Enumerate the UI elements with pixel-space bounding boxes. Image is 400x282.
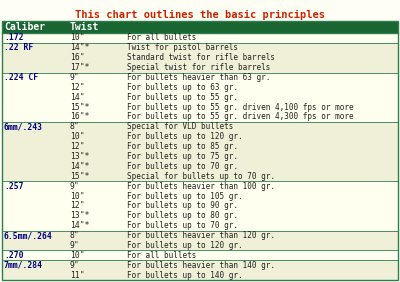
Text: 13"*: 13"* (70, 152, 90, 161)
Text: 6.5mm/.264: 6.5mm/.264 (4, 231, 53, 240)
Text: 14"*: 14"* (70, 221, 90, 230)
Text: 16"*: 16"* (70, 113, 90, 122)
Text: .22 RF: .22 RF (4, 43, 33, 52)
Text: For bullets heavier than 63 gr.: For bullets heavier than 63 gr. (127, 73, 270, 82)
Text: .224 CF: .224 CF (4, 73, 38, 82)
Text: Special twist for rifle barrels: Special twist for rifle barrels (127, 63, 270, 72)
Bar (2, 151, 398, 161)
Text: For bullets up to 85 gr.: For bullets up to 85 gr. (127, 142, 238, 151)
Bar (2, 53, 398, 63)
Text: For bullets up to 75 gr.: For bullets up to 75 gr. (127, 152, 238, 161)
Bar (2, 250, 398, 260)
Bar (2, 122, 398, 132)
Text: 9": 9" (70, 241, 80, 250)
Text: For bullets up to 70 gr.: For bullets up to 70 gr. (127, 162, 238, 171)
Text: 9": 9" (70, 261, 80, 270)
Text: 10": 10" (70, 132, 85, 141)
Bar (2, 241, 398, 250)
Text: For bullets up to 55 gr. driven 4,100 fps or more: For bullets up to 55 gr. driven 4,100 fp… (127, 103, 354, 112)
Text: For bullets up to 105 gr.: For bullets up to 105 gr. (127, 191, 243, 201)
Text: Special for bullets up to 70 gr.: Special for bullets up to 70 gr. (127, 172, 275, 181)
Text: 10": 10" (70, 34, 85, 42)
Text: For all bullets: For all bullets (127, 251, 196, 260)
Text: .172: .172 (4, 34, 24, 42)
Text: 16": 16" (70, 53, 85, 62)
Bar (2, 231, 398, 241)
Bar (2, 142, 398, 151)
Text: Special for VLD bullets: Special for VLD bullets (127, 122, 233, 131)
Bar (2, 43, 398, 53)
Text: 15"*: 15"* (70, 172, 90, 181)
Bar (2, 201, 398, 211)
Bar (2, 82, 398, 92)
Text: 10": 10" (70, 251, 85, 260)
Text: .270: .270 (4, 251, 24, 260)
Text: 15"*: 15"* (70, 103, 90, 112)
Text: Standard twist for rifle barrels: Standard twist for rifle barrels (127, 53, 275, 62)
Text: 12": 12" (70, 83, 85, 92)
Text: For bullets heavier than 140 gr.: For bullets heavier than 140 gr. (127, 261, 275, 270)
Text: This chart outlines the basic principles: This chart outlines the basic principles (75, 10, 325, 20)
Bar (2, 181, 398, 191)
Text: .257: .257 (4, 182, 24, 191)
Text: For all bullets: For all bullets (127, 34, 196, 42)
Text: 7mm/.284: 7mm/.284 (4, 261, 43, 270)
Text: For bullets up to 140 gr.: For bullets up to 140 gr. (127, 270, 243, 279)
Text: 9": 9" (70, 73, 80, 82)
Text: 14": 14" (70, 93, 85, 102)
Text: For bullets up to 90 gr.: For bullets up to 90 gr. (127, 201, 238, 210)
Text: 14"*: 14"* (70, 162, 90, 171)
Bar (2, 63, 398, 72)
Bar (2, 72, 398, 82)
Text: 11": 11" (70, 270, 85, 279)
Text: Twist for pistol barrels: Twist for pistol barrels (127, 43, 238, 52)
Text: For bullets up to 120 gr.: For bullets up to 120 gr. (127, 132, 243, 141)
Text: For bullets up to 80 gr.: For bullets up to 80 gr. (127, 211, 238, 220)
Text: For bullets up to 55 gr. driven 4,300 fps or more: For bullets up to 55 gr. driven 4,300 fp… (127, 113, 354, 122)
Bar (2, 102, 398, 112)
Bar (2, 191, 398, 201)
Bar (2, 21, 398, 33)
Text: For bullets up to 55 gr.: For bullets up to 55 gr. (127, 93, 238, 102)
Text: 12": 12" (70, 201, 85, 210)
Text: For bullets up to 63 gr.: For bullets up to 63 gr. (127, 83, 238, 92)
Bar (2, 171, 398, 181)
Text: 6mm/.243: 6mm/.243 (4, 122, 43, 131)
Text: 9": 9" (70, 182, 80, 191)
Text: Twist: Twist (70, 22, 99, 32)
Bar (2, 92, 398, 102)
Bar (2, 132, 398, 142)
Bar (2, 112, 398, 122)
Bar (2, 221, 398, 231)
Text: For bullets up to 120 gr.: For bullets up to 120 gr. (127, 241, 243, 250)
Bar (2, 33, 398, 43)
Text: For bullets heavier than 120 gr.: For bullets heavier than 120 gr. (127, 231, 275, 240)
Text: 8": 8" (70, 231, 80, 240)
Text: For bullets up to 70 gr.: For bullets up to 70 gr. (127, 221, 238, 230)
Text: 8": 8" (70, 122, 80, 131)
Text: 10": 10" (70, 191, 85, 201)
Text: Caliber: Caliber (4, 22, 45, 32)
Text: 12": 12" (70, 142, 85, 151)
Bar (2, 211, 398, 221)
Text: 14"*: 14"* (70, 43, 90, 52)
Bar (2, 270, 398, 280)
Bar (2, 161, 398, 171)
Text: 13"*: 13"* (70, 211, 90, 220)
Bar (2, 260, 398, 270)
Text: For bullets heavier than 100 gr.: For bullets heavier than 100 gr. (127, 182, 275, 191)
Text: 17"*: 17"* (70, 63, 90, 72)
